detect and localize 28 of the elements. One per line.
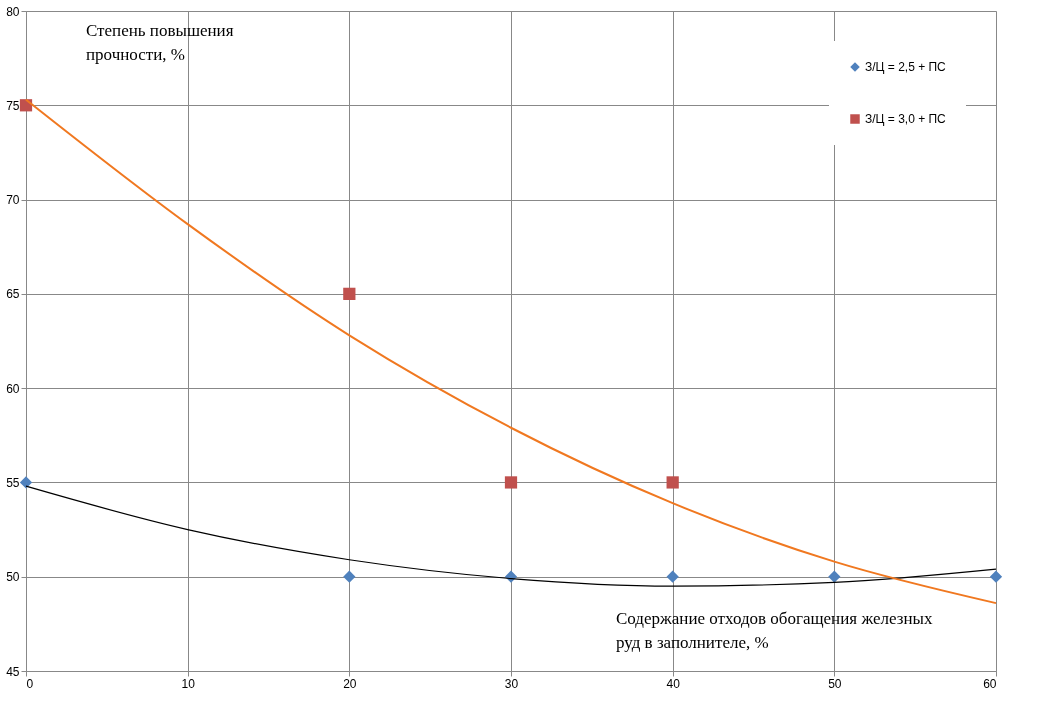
- point: [19, 99, 33, 112]
- x-tick-label: 10: [181, 676, 196, 691]
- y-tick-label: 50: [6, 570, 20, 585]
- point: [343, 287, 356, 300]
- x-axis-title: Содержание отходов обогащения железных руд в заполнителе, %: [616, 609, 933, 652]
- point: [343, 570, 356, 583]
- point: [666, 570, 679, 583]
- point: [504, 476, 518, 489]
- legend-label: З/Ц = 3,0 + ПС: [865, 112, 947, 126]
- x-tick-label: 60: [983, 676, 997, 691]
- point: [828, 570, 841, 583]
- x-tick-label: 30: [504, 676, 519, 691]
- x-tick-label: 50: [828, 676, 842, 691]
- y-tick-label: 55: [6, 475, 20, 490]
- y-tick-label: 75: [6, 98, 20, 113]
- y-axis-title: Степень повышения прочности, %: [86, 21, 234, 64]
- point: [666, 476, 679, 489]
- y-tick-label: 45: [6, 664, 20, 679]
- y-tick-label: 65: [6, 287, 20, 302]
- legend-label: З/Ц = 2,5 + ПС: [865, 60, 947, 74]
- x-tick-label: 40: [666, 676, 681, 691]
- x-tick-label: 20: [343, 676, 357, 691]
- point: [989, 570, 1003, 583]
- y-tick-label: 80: [6, 4, 20, 19]
- x-tick-label: 0: [26, 676, 34, 691]
- y-tick-label: 60: [6, 381, 20, 396]
- point: [19, 476, 33, 489]
- y-tick-label: 70: [6, 193, 20, 208]
